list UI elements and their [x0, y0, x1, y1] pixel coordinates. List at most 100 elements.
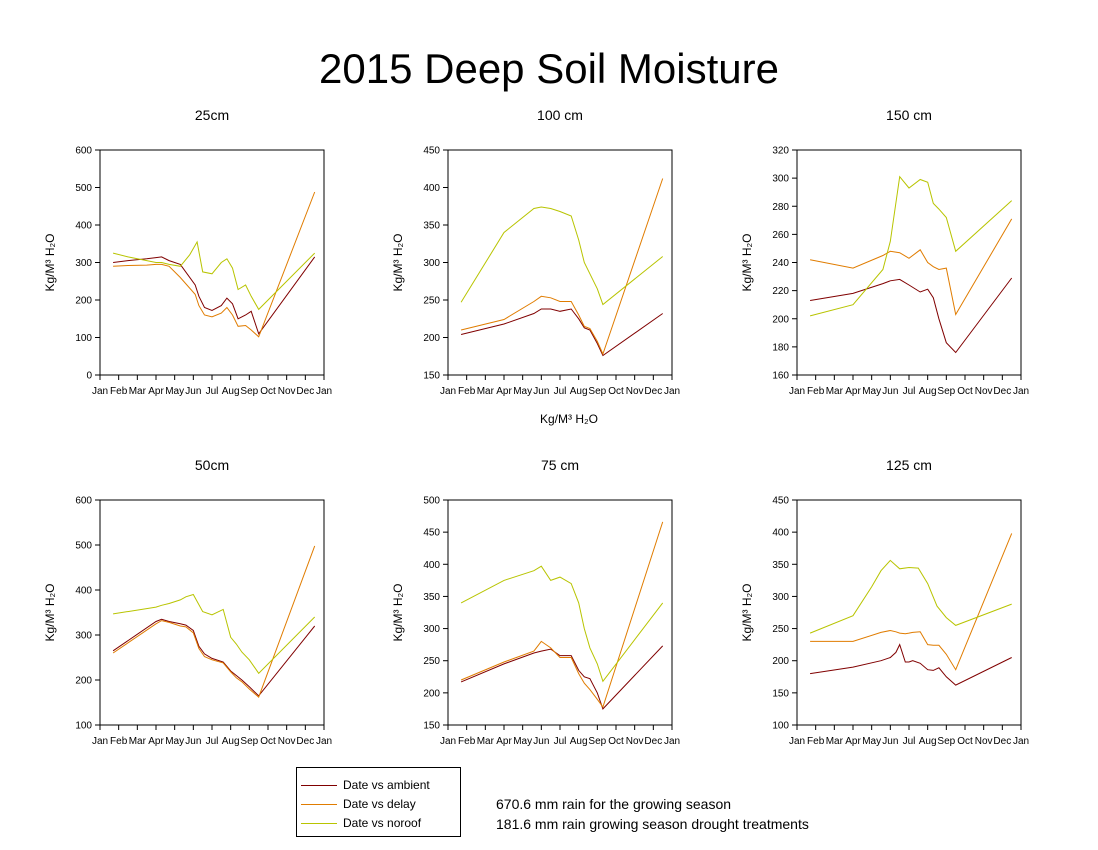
x-tick-label: Apr: [496, 386, 512, 397]
x-tick-label: Sep: [937, 386, 955, 397]
y-tick-label: 300: [423, 258, 440, 269]
y-tick-label: 100: [772, 721, 789, 732]
y-tick-label: 200: [772, 656, 789, 667]
series-line-ambient: [460, 645, 664, 710]
y-tick-label: 350: [423, 221, 440, 232]
x-tick-label: Jan: [316, 736, 332, 747]
x-tick-label: Jun: [533, 736, 549, 747]
series-line-ambient: [112, 618, 316, 697]
x-tick-label: Mar: [826, 736, 844, 747]
y-tick-label: 250: [423, 296, 440, 307]
legend-label-noroof: Date vs noroof: [343, 816, 422, 830]
x-tick-label: Mar: [129, 386, 147, 397]
x-tick-label: Oct: [260, 736, 276, 747]
y-tick-label: 300: [772, 174, 789, 185]
x-tick-label: Aug: [570, 386, 588, 397]
y-tick-label: 500: [75, 183, 92, 194]
x-tick-label: Jul: [554, 736, 567, 747]
x-tick-label: Jun: [185, 386, 201, 397]
plot-frame: [447, 149, 673, 376]
legend-swatch-delay: [301, 803, 337, 805]
y-tick-label: 240: [772, 258, 789, 269]
y-tick-label: 500: [423, 496, 440, 507]
x-tick-label: Jun: [533, 386, 549, 397]
y-axis-label: Kg/M³ H₂O: [43, 234, 57, 292]
x-tick-label: Mar: [477, 736, 495, 747]
x-tick-label: May: [165, 736, 184, 747]
series-line-ambient: [460, 308, 663, 357]
series-line-noroof: [809, 175, 1013, 317]
x-tick-label: Dec: [993, 736, 1011, 747]
y-tick-label: 250: [423, 656, 440, 667]
y-tick-label: 600: [75, 146, 92, 157]
x-tick-label: Feb: [458, 386, 476, 397]
series-line-delay: [810, 218, 1013, 316]
chart-title: 100 cm: [537, 107, 583, 123]
x-tick-label: Dec: [993, 386, 1011, 397]
y-tick-label: 220: [772, 286, 789, 297]
x-tick-label: Apr: [148, 386, 164, 397]
x-tick-label: Sep: [240, 736, 258, 747]
x-tick-label: Jun: [882, 736, 898, 747]
x-tick-label: Feb: [807, 736, 825, 747]
x-tick-label: Apr: [845, 736, 861, 747]
x-tick-label: Jan: [92, 386, 108, 397]
x-tick-label: Oct: [608, 736, 624, 747]
legend-label-delay: Date vs delay: [343, 797, 416, 811]
y-tick-label: 600: [75, 496, 92, 507]
x-tick-label: Jan: [92, 736, 108, 747]
x-tick-label: Jul: [554, 386, 567, 397]
x-tick-label: Jul: [903, 386, 916, 397]
series-line-noroof: [112, 240, 316, 311]
y-tick-label: 160: [772, 371, 789, 382]
y-tick-label: 450: [423, 528, 440, 539]
series-line-ambient: [113, 256, 316, 335]
x-tick-label: Jul: [903, 736, 916, 747]
series-line-ambient: [810, 277, 1013, 354]
chart-title: 75 cm: [541, 457, 579, 473]
x-tick-label: May: [513, 736, 532, 747]
y-tick-label: 300: [772, 592, 789, 603]
legend-item-ambient: Date vs ambient: [301, 776, 430, 794]
x-tick-label: Jan: [316, 386, 332, 397]
x-tick-label: Aug: [570, 736, 588, 747]
x-tick-label: Jan: [664, 386, 680, 397]
y-tick-label: 200: [75, 676, 92, 687]
page-title: 2015 Deep Soil Moisture: [319, 45, 779, 92]
y-axis-label: Kg/M³ H₂O: [391, 234, 405, 292]
x-tick-label: Jan: [1013, 386, 1029, 397]
x-tick-label: May: [862, 736, 881, 747]
x-tick-label: Jan: [1013, 736, 1029, 747]
legend: Date vs ambient Date vs delay Date vs no…: [296, 767, 461, 837]
x-tick-label: Jul: [206, 736, 219, 747]
y-tick-label: 400: [423, 560, 440, 571]
x-tick-label: Sep: [937, 736, 955, 747]
x-tick-label: May: [165, 386, 184, 397]
y-tick-label: 250: [772, 624, 789, 635]
y-tick-label: 350: [772, 560, 789, 571]
x-tick-label: Jan: [789, 736, 805, 747]
x-tick-label: Mar: [129, 736, 147, 747]
x-tick-label: Aug: [222, 386, 240, 397]
series-line-delay: [810, 533, 1013, 671]
y-tick-label: 150: [423, 721, 440, 732]
x-tick-label: Feb: [110, 736, 128, 747]
y-axis-label: Kg/M³ H₂O: [43, 584, 57, 642]
series-line-delay: [113, 191, 316, 338]
legend-swatch-noroof: [301, 822, 337, 824]
y-tick-label: 300: [75, 258, 92, 269]
y-tick-label: 400: [772, 528, 789, 539]
y-tick-label: 260: [772, 230, 789, 241]
rain-note-growing-season: 670.6 mm rain for the growing season: [496, 796, 732, 812]
x-tick-label: Feb: [458, 736, 476, 747]
y-tick-label: 350: [423, 592, 440, 603]
y-tick-label: 200: [75, 296, 92, 307]
plot-frame: [796, 499, 1022, 726]
x-tick-label: Jun: [882, 386, 898, 397]
series-line-delay: [460, 178, 664, 356]
y-tick-label: 450: [423, 146, 440, 157]
y-tick-label: 400: [423, 183, 440, 194]
x-tick-label: Apr: [496, 736, 512, 747]
